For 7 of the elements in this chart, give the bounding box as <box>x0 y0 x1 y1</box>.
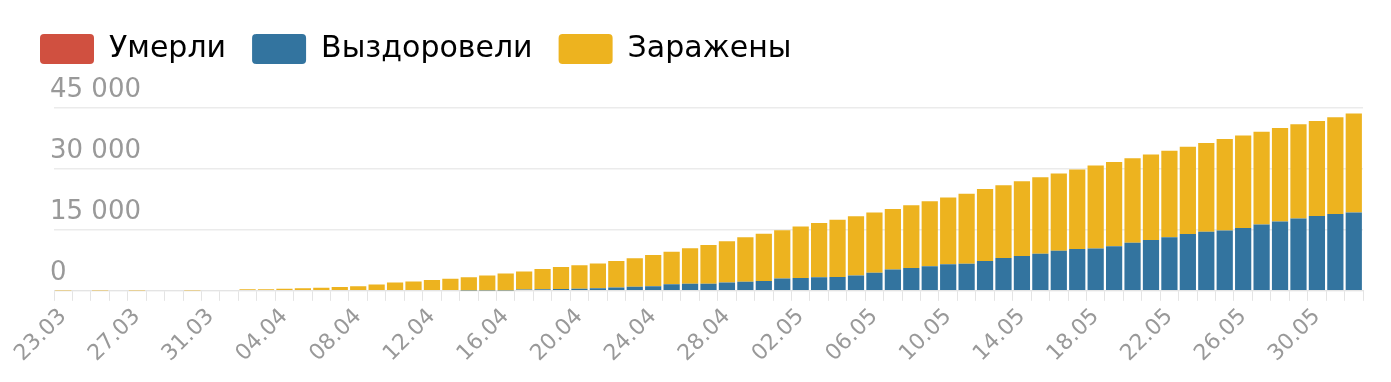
y-tick-label: 0 <box>50 255 67 286</box>
y-tick-label: 15 000 <box>50 194 141 225</box>
legend-label: Заражены <box>627 28 792 64</box>
y-tick-label: 30 000 <box>50 133 141 164</box>
legend-label: Умерли <box>109 28 227 64</box>
legend-label: Выздоровели <box>321 28 533 64</box>
y-tick-label: 45 000 <box>50 72 141 103</box>
